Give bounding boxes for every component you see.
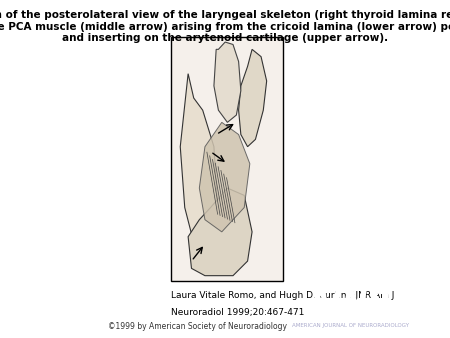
Polygon shape xyxy=(180,74,218,256)
Polygon shape xyxy=(199,122,250,232)
Text: Neuroradiol 1999;20:467-471: Neuroradiol 1999;20:467-471 xyxy=(171,308,305,317)
Polygon shape xyxy=(238,49,267,147)
Text: AMERICAN JOURNAL OF NEURORADIOLOGY: AMERICAN JOURNAL OF NEURORADIOLOGY xyxy=(292,323,409,328)
Polygon shape xyxy=(188,188,252,276)
Text: Laura Vitale Romo, and Hugh D. Curtin AJNR Am J: Laura Vitale Romo, and Hugh D. Curtin AJ… xyxy=(171,291,395,300)
Text: Diagram of the posterolateral view of the laryngeal skeleton (right thyroid lami: Diagram of the posterolateral view of th… xyxy=(0,10,450,43)
FancyBboxPatch shape xyxy=(171,37,284,281)
Polygon shape xyxy=(214,42,241,122)
Text: AINR: AINR xyxy=(308,289,392,318)
Text: ©1999 by American Society of Neuroradiology: ©1999 by American Society of Neuroradiol… xyxy=(108,322,287,331)
